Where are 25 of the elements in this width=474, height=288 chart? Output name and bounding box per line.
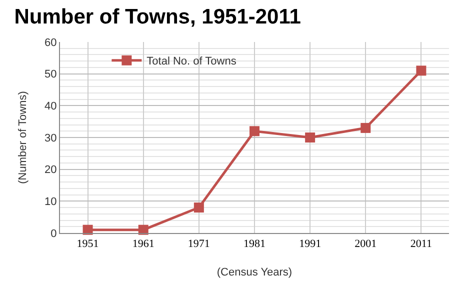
- y-tick-label: 60: [44, 36, 57, 49]
- point: [138, 224, 148, 235]
- x-tick-label: 1951: [76, 238, 99, 250]
- point: [82, 224, 93, 235]
- x-axis-title: (Census Years): [216, 266, 292, 278]
- point: [305, 132, 316, 142]
- x-tick-label: 2011: [410, 238, 432, 250]
- y-axis-title: (Number of Towns): [17, 91, 30, 184]
- y-tick-label: 10: [44, 196, 57, 208]
- point: [416, 66, 426, 76]
- point: [360, 122, 371, 133]
- x-tick-label: 1981: [244, 238, 266, 250]
- chart-title: Number of Towns, 1951-2011: [14, 5, 302, 28]
- x-tick-label: 1991: [299, 238, 322, 250]
- point: [194, 202, 204, 213]
- x-tick-label: 1971: [188, 238, 210, 250]
- y-tick-label: 20: [44, 164, 57, 176]
- y-tick-label: 0: [50, 228, 57, 240]
- x-tick-label: 1961: [132, 238, 154, 250]
- y-tick-label: 40: [44, 100, 57, 113]
- legend-label: Total No. of Towns: [146, 56, 237, 68]
- y-tick-label: 30: [44, 132, 57, 144]
- point: [250, 126, 260, 136]
- x-tick-label: 2001: [354, 238, 377, 250]
- y-tick-label: 50: [44, 68, 57, 81]
